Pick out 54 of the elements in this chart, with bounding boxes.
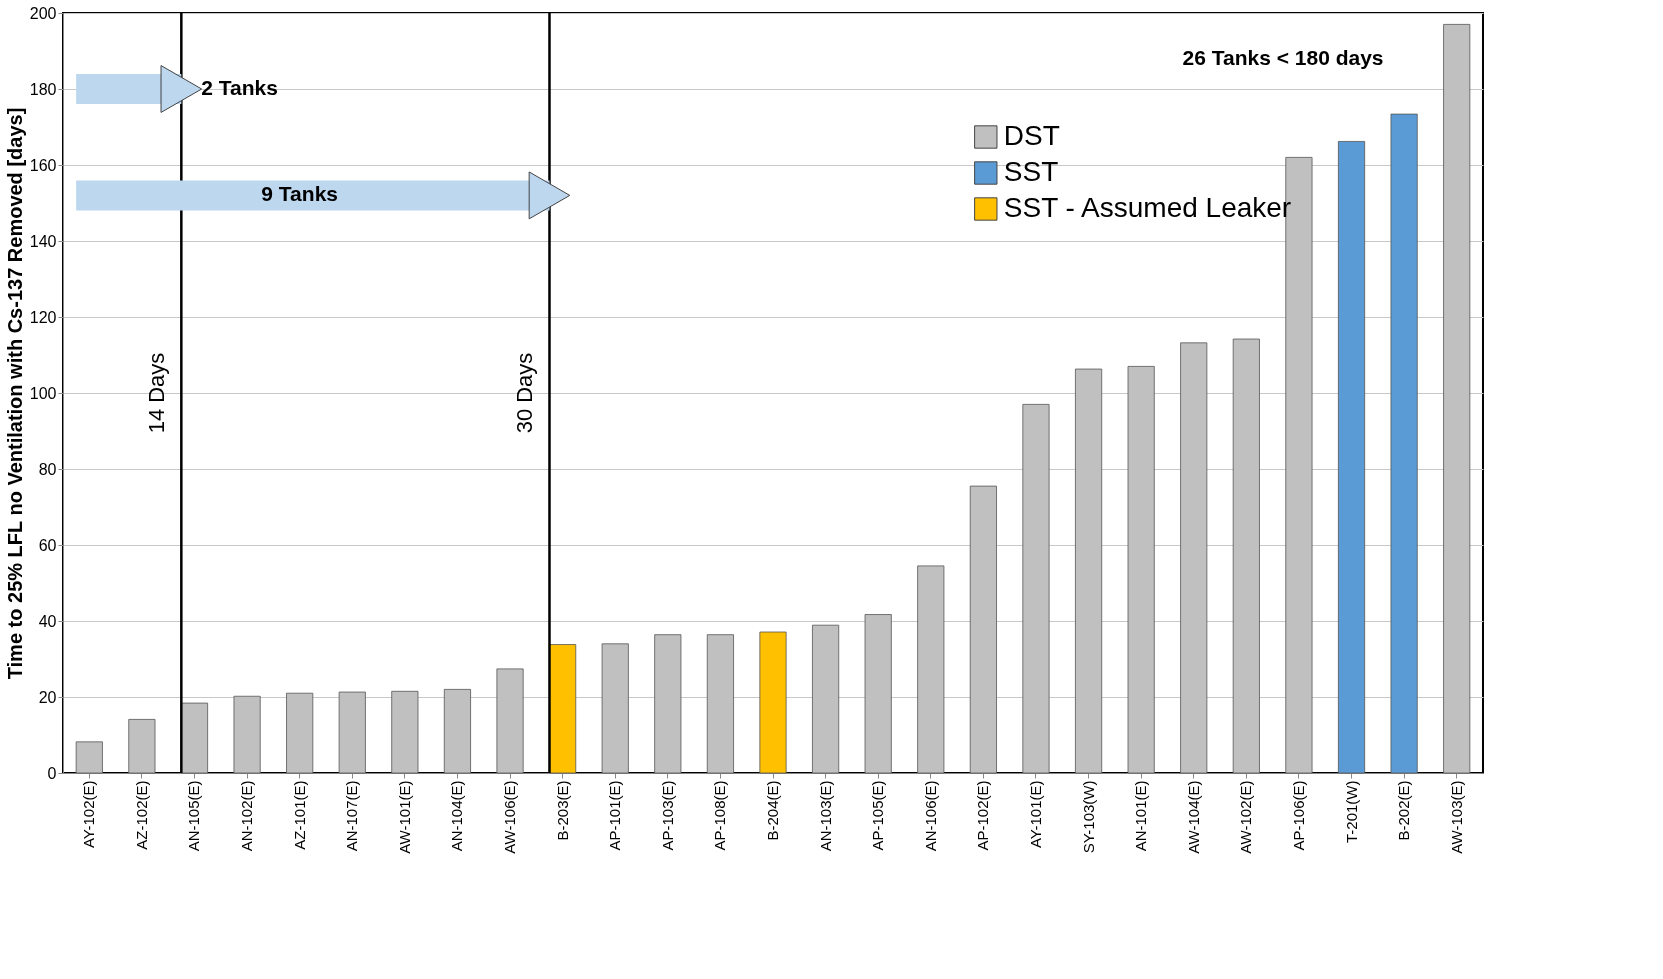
y-tick-label: 40 — [38, 612, 57, 630]
bar — [1390, 113, 1418, 774]
x-tick-label: AN-102(E) — [238, 780, 256, 852]
x-tick-label: AW-101(E) — [395, 780, 413, 854]
x-tick-label: AN-107(E) — [343, 780, 361, 852]
x-tick-label: AN-101(E) — [1132, 780, 1150, 852]
x-tick-label: AY-101(E) — [1026, 780, 1044, 849]
bar — [549, 644, 577, 774]
y-axis-title: Time to 25% LFL no Ventilation with Cs-137 Removed [days] — [3, 107, 26, 680]
y-tick-label: 140 — [29, 232, 57, 250]
y-tick-label: 200 — [29, 4, 57, 22]
y-tick-label: 180 — [29, 80, 57, 98]
annotation: 2 Tanks — [201, 76, 278, 99]
x-tick-label: AZ-102(E) — [132, 780, 150, 850]
x-tick-label: AN-105(E) — [185, 780, 203, 852]
x-tick-label: AW-104(E) — [1184, 780, 1202, 854]
ref-line-label: 14 Days — [144, 352, 170, 434]
x-tick-label: AP-105(E) — [869, 780, 887, 851]
x-tick-label: AP-108(E) — [711, 780, 729, 851]
x-tick-label: AN-106(E) — [921, 780, 939, 852]
ref-line-label: 30 Days — [512, 352, 538, 434]
legend-label: SST — [1003, 156, 1059, 187]
x-tick-label: T-201(W) — [1342, 780, 1360, 844]
x-tick-label: AY-102(E) — [80, 780, 98, 849]
x-tick-label: AP-102(E) — [974, 780, 992, 851]
bar — [128, 719, 156, 774]
x-tick-label: AP-103(E) — [658, 780, 676, 851]
bar — [1337, 141, 1366, 774]
y-tick-label: 80 — [38, 460, 57, 478]
x-tick-label: AN-104(E) — [448, 780, 466, 852]
y-tick-label: 60 — [38, 536, 57, 554]
legend-label: DST — [1003, 120, 1060, 151]
annotation: 26 Tanks < 180 days — [1182, 45, 1384, 69]
x-tick-label: AW-106(E) — [501, 780, 519, 854]
x-tick-label: AP-101(E) — [606, 780, 624, 851]
y-tick-label: 0 — [47, 764, 57, 782]
bar — [180, 702, 209, 774]
legend-label: SST - Assumed Leaker — [1003, 192, 1292, 223]
y-tick-label: 100 — [29, 384, 57, 402]
x-tick-label: B-202(E) — [1395, 780, 1413, 841]
x-tick-label: B-204(E) — [764, 780, 781, 841]
bar — [759, 631, 787, 774]
y-tick-label: 160 — [29, 156, 57, 174]
y-tick-label: 20 — [38, 688, 57, 706]
annotation: 9 Tanks — [261, 182, 338, 206]
bar — [75, 741, 103, 774]
x-tick-label: AP-106(E) — [1289, 780, 1307, 851]
x-tick-label: AN-103(E) — [816, 780, 834, 852]
x-tick-label: AW-103(E) — [1447, 780, 1465, 854]
x-tick-label: B-203(E) — [553, 780, 571, 841]
y-tick-label: 120 — [29, 308, 57, 326]
x-tick-label: AZ-101(E) — [290, 780, 308, 850]
x-tick-label: AW-102(E) — [1237, 780, 1255, 854]
x-tick-label: SY-103(W) — [1079, 780, 1097, 854]
